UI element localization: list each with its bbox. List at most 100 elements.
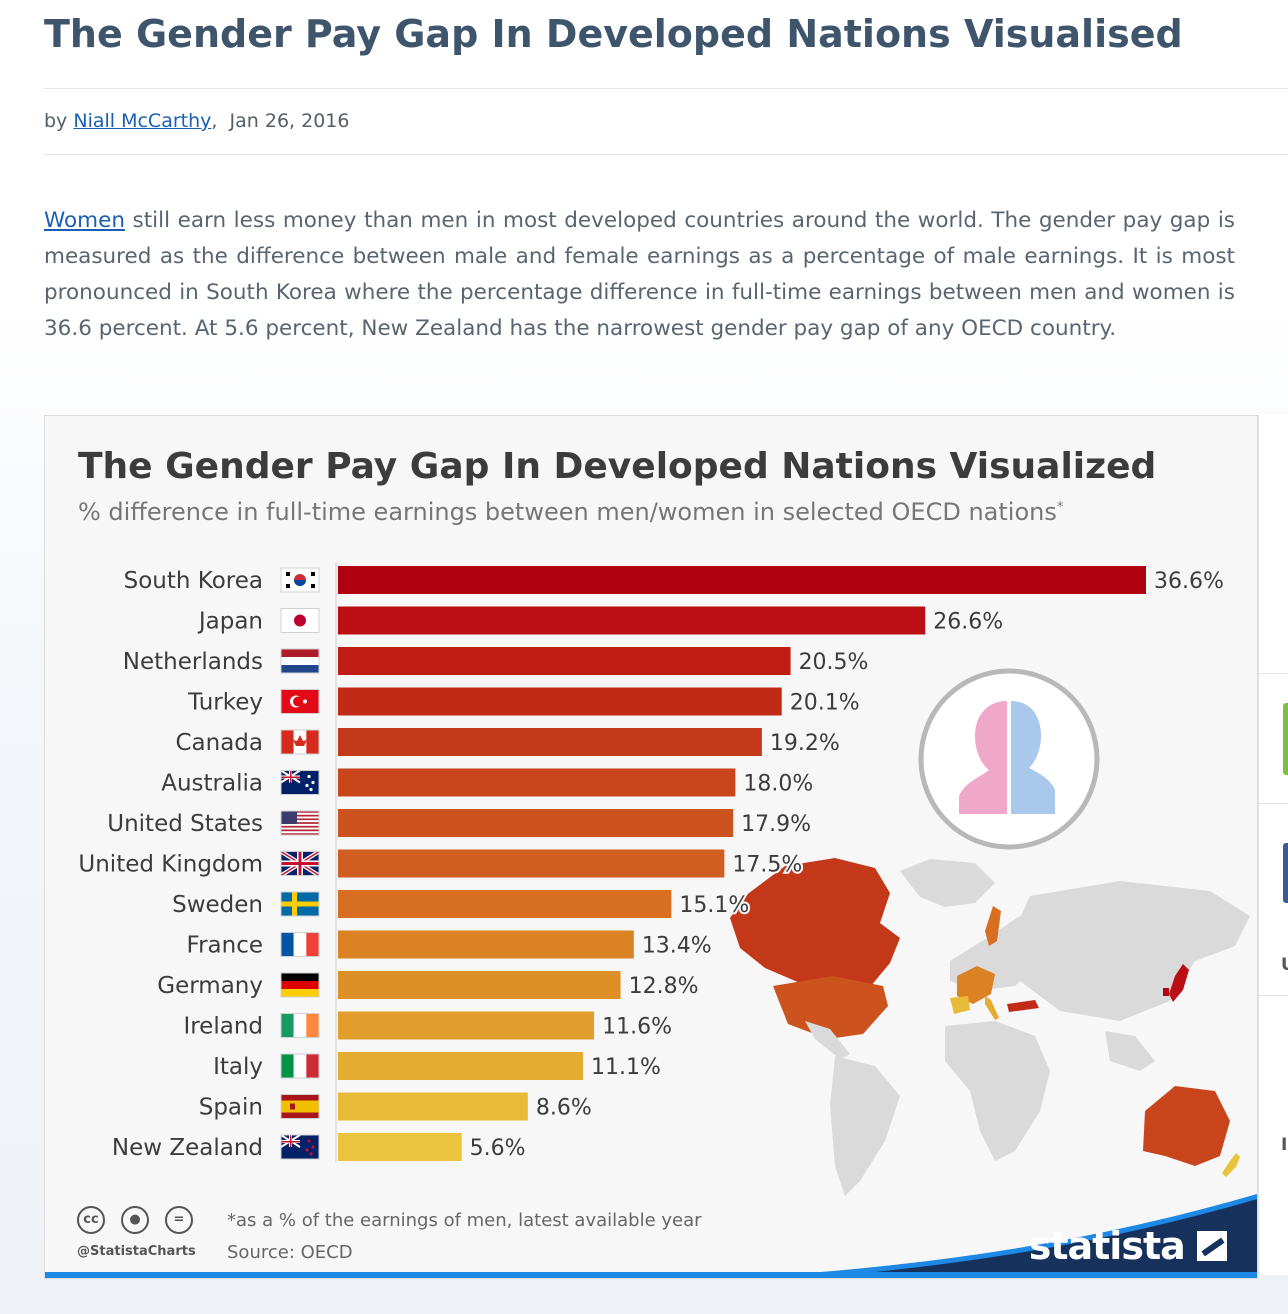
map-central-america [805,1021,850,1059]
flag-canada-icon [280,729,320,755]
flag-australia-icon [280,769,320,795]
bar-turkey [338,687,782,716]
sidebar-divider [1259,803,1288,804]
category-label: Australia [161,771,263,797]
flag-germany-icon [280,972,320,998]
statista-logo: statista [1029,1224,1227,1268]
bar-ireland [338,1011,595,1040]
bar-chart: South Korea 36.6% Japan 26.6% Netherlands 20.… [45,562,1257,1278]
flag-ireland-icon [280,1013,320,1038]
bar-germany [338,971,621,999]
statista-mark-icon [1197,1231,1227,1261]
by-icon: ● [121,1206,149,1234]
footer-stripe [45,1272,1257,1278]
flag-france-icon [280,932,320,957]
flag-spain-icon [280,1094,320,1119]
map-usa [773,976,888,1039]
map-scandinavia [985,906,1001,946]
subtitle-asterisk: * [1056,500,1064,515]
value-label: 11.1% [591,1055,661,1080]
category-label: New Zealand [112,1135,263,1161]
divider [44,154,1288,155]
license-icons: cc ● = @StatistaCharts [77,1206,217,1266]
sidebar-divider [1259,995,1288,996]
women-link[interactable]: Women [44,208,125,233]
bar-netherlands [338,647,791,675]
footnote: *as a % of the earnings of men, latest a… [227,1210,702,1231]
flag-japan-icon [280,608,320,633]
sidebar-facebook-button[interactable] [1283,843,1288,903]
world-map [730,858,1250,1196]
article-title: The Gender Pay Gap In Developed Nations … [44,12,1183,56]
category-label: United States [107,811,263,837]
bar-italy [338,1052,584,1080]
source-note: Source: OECD [227,1242,353,1263]
value-label: 13.4% [642,934,712,959]
bar-new-zealand [338,1133,462,1161]
category-label: Spain [199,1095,263,1121]
sidebar: U I [1258,415,1288,1275]
bar-united-kingdom [338,849,725,878]
category-label: France [187,933,263,959]
bar-south-korea [338,566,1146,594]
map-new-zealand [1222,1153,1240,1177]
map-turkey [1007,1000,1039,1012]
bar-australia [338,768,736,797]
category-label: Italy [213,1054,263,1080]
value-label: 5.6% [470,1136,526,1161]
flag-united-kingdom-icon [279,849,321,878]
bar-canada [338,728,762,756]
sidebar-heading: I [1281,1135,1288,1155]
bar-france [338,930,634,959]
byline-comma: , [211,110,218,132]
footer-band [775,1196,1257,1278]
cc-icon: cc [77,1206,105,1234]
map-greenland [900,859,995,907]
flag-sweden-icon [280,891,320,917]
category-label: Germany [157,973,263,999]
value-label: 17.5% [732,853,802,878]
divider [44,88,1288,89]
value-label: 18.0% [743,772,813,797]
category-label: United Kingdom [78,852,263,878]
value-label: 11.6% [602,1015,672,1040]
map-africa [945,1021,1050,1161]
category-label: Turkey [187,690,263,716]
value-label: 20.5% [799,650,869,675]
byline-prefix: by [44,110,68,132]
value-label: 19.2% [770,731,840,756]
value-label: 36.6% [1154,569,1224,594]
map-japan [1169,964,1189,1002]
chart-title: The Gender Pay Gap In Developed Nations … [78,446,1157,487]
value-label: 26.6% [933,610,1003,635]
value-label: 8.6% [536,1096,592,1121]
author-link[interactable]: Niall McCarthy [73,110,212,132]
category-label: Sweden [172,892,263,918]
map-south-korea [1163,988,1169,996]
map-australia [1143,1086,1230,1166]
byline: by Niall McCarthy, Jan 26, 2016 [44,110,349,132]
flag-united-states-icon [280,810,320,836]
category-label: Canada [175,730,263,756]
value-label: 12.8% [629,974,699,999]
bars-layer: South Korea 36.6% Japan 26.6% Netherlands 20.… [78,566,1226,1163]
nd-icon: = [165,1206,193,1234]
article-body: Women still earn less money than men in … [44,203,1235,347]
bar-spain [338,1092,528,1121]
map-southeast-asia [1105,1031,1155,1071]
flag-south-korea-icon [280,567,320,593]
flag-new-zealand-icon [280,1134,320,1160]
chart-subtitle: % difference in full-time earnings betwe… [78,498,1063,526]
chart-subtitle-text: % difference in full-time earnings betwe… [78,498,1057,526]
map-north-america [730,858,900,1013]
map-south-america [830,1056,900,1196]
flag-turkey-icon [280,689,320,714]
value-label: 17.9% [741,812,811,837]
category-label: South Korea [124,568,263,594]
bar-japan [338,606,926,635]
bar-united-states [338,809,734,837]
map-spain [950,996,970,1014]
sidebar-divider [1259,673,1288,674]
map-western-europe [957,966,995,1004]
sidebar-green-button[interactable] [1283,703,1288,775]
